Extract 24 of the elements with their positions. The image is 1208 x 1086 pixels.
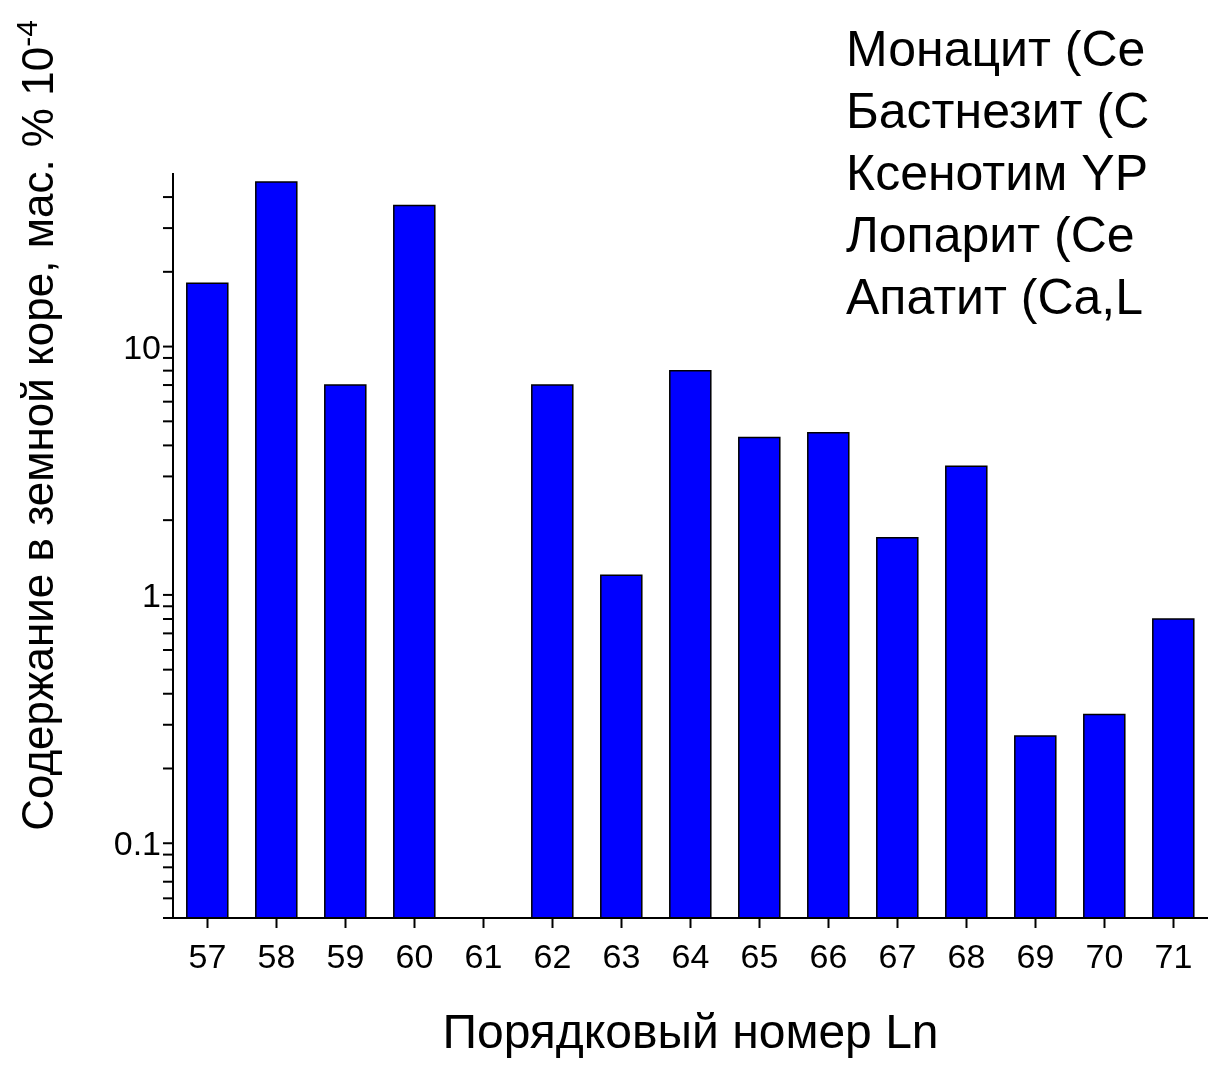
text: Бастнезит (C [846,82,1150,141]
x-tick-label: 65 [740,937,779,976]
x-tick-label: 64 [671,937,710,976]
annotation: Апатит (Ca,L [846,268,1145,327]
x-tick-label: 60 [395,937,434,976]
x-tick-label: 58 [257,937,296,976]
x-axis-title: Порядковый номер Ln [442,1005,939,1058]
y-tick-label: 10 [123,327,161,366]
annotation: Лопарит (Ce [846,206,1136,265]
x-tick-label: 71 [1154,937,1193,976]
x-tick-label: 57 [188,937,227,976]
x-tick-label: 66 [809,937,848,976]
x-tick-label: 63 [602,937,641,976]
x-tick-label: 68 [947,937,986,976]
x-tick-label: 70 [1085,937,1124,976]
text: Монацит (Ce [846,20,1147,79]
x-tick-label: 61 [464,937,503,976]
y-tick-label: 1 [142,575,161,614]
x-tick-label: 62 [533,937,572,976]
y-tick-label: 0.1 [113,824,161,863]
x-tick-label: 67 [878,937,917,976]
x-tick-label: 59 [326,937,365,976]
annotation: Ксенотим YP [846,144,1150,203]
x-tick-label: 69 [1016,937,1055,976]
